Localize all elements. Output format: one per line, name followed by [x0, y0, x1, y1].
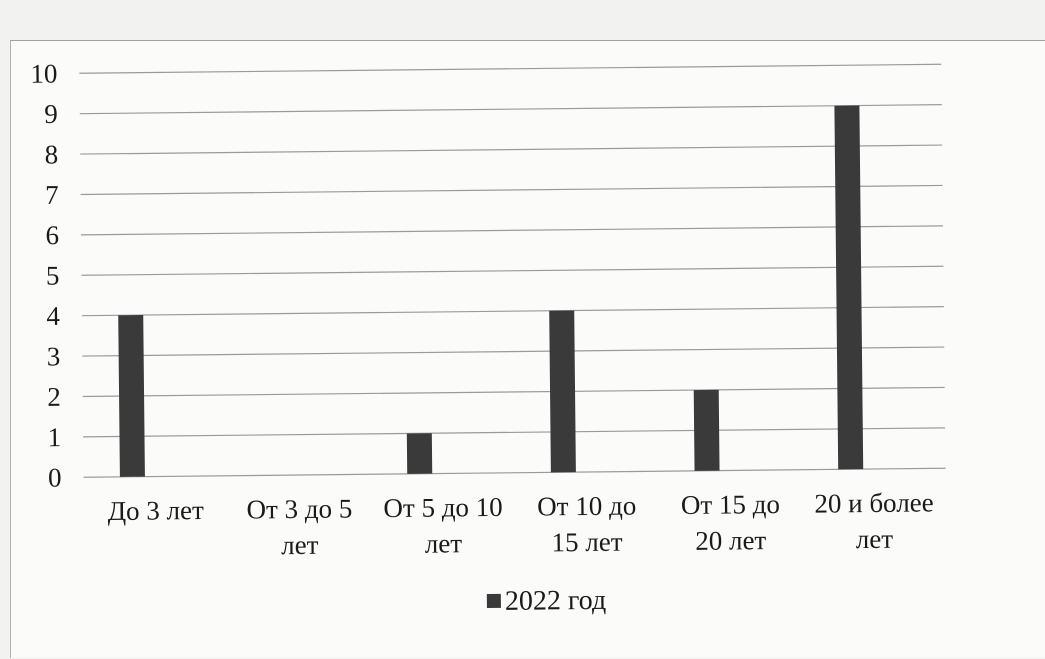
x-category-label: От 5 до 10 — [383, 492, 503, 523]
legend: 2022 год — [486, 585, 607, 617]
gridline — [82, 386, 945, 398]
gridlines — [79, 63, 946, 478]
y-tick-label: 5 — [46, 261, 60, 291]
legend-swatch — [486, 593, 501, 609]
gridline — [81, 225, 943, 236]
y-tick-label: 9 — [44, 99, 58, 129]
gridline — [79, 104, 942, 115]
y-tick-label: 1 — [47, 422, 61, 452]
y-tick-label: 0 — [48, 462, 62, 492]
y-tick-label: 8 — [45, 139, 59, 169]
bar — [118, 315, 145, 477]
gridline — [80, 184, 943, 196]
gridline — [79, 63, 942, 74]
x-category-label: 20 лет — [695, 525, 767, 556]
legend-label: 2022 год — [505, 585, 607, 617]
gridline — [83, 467, 946, 478]
x-category-label: От 15 до — [681, 489, 780, 520]
x-category-label: лет — [281, 530, 319, 560]
gridline — [83, 427, 946, 438]
bar — [549, 310, 576, 473]
x-axis-categories: До 3 лет От 3 до 5 лет От 5 до 10 лет От 10 д… — [108, 487, 934, 560]
gridline — [81, 306, 944, 317]
x-category-label: лет — [856, 524, 894, 554]
x-category-label: До 3 лет — [108, 495, 205, 526]
y-tick-label: 6 — [45, 220, 59, 250]
bar — [834, 105, 864, 470]
bar — [406, 433, 433, 474]
y-tick-label: 2 — [47, 382, 61, 412]
y-axis-ticks: 0 1 2 3 4 5 6 7 8 9 10 — [30, 59, 62, 493]
x-category-label: От 3 до 5 — [246, 493, 352, 524]
y-tick-label: 4 — [46, 301, 60, 331]
x-category-label: 20 и более — [814, 487, 934, 518]
bar — [693, 389, 720, 471]
y-tick-label: 3 — [47, 341, 61, 371]
gridline — [81, 265, 944, 276]
chart-frame: 0 1 2 3 4 5 6 7 8 9 10 До 3 лет От 3 до 5 лет От 5 до… — [10, 40, 1045, 658]
bars — [118, 105, 864, 477]
gridline — [80, 144, 943, 155]
x-category-label: От 10 до — [537, 490, 636, 521]
gridline — [82, 346, 945, 357]
bar-chart: 0 1 2 3 4 5 6 7 8 9 10 До 3 лет От 3 до 5 лет От 5 до… — [30, 59, 946, 617]
x-category-label: 15 лет — [551, 527, 623, 558]
x-category-label: лет — [425, 528, 463, 558]
y-tick-label: 10 — [30, 59, 57, 89]
y-tick-label: 7 — [45, 180, 59, 210]
